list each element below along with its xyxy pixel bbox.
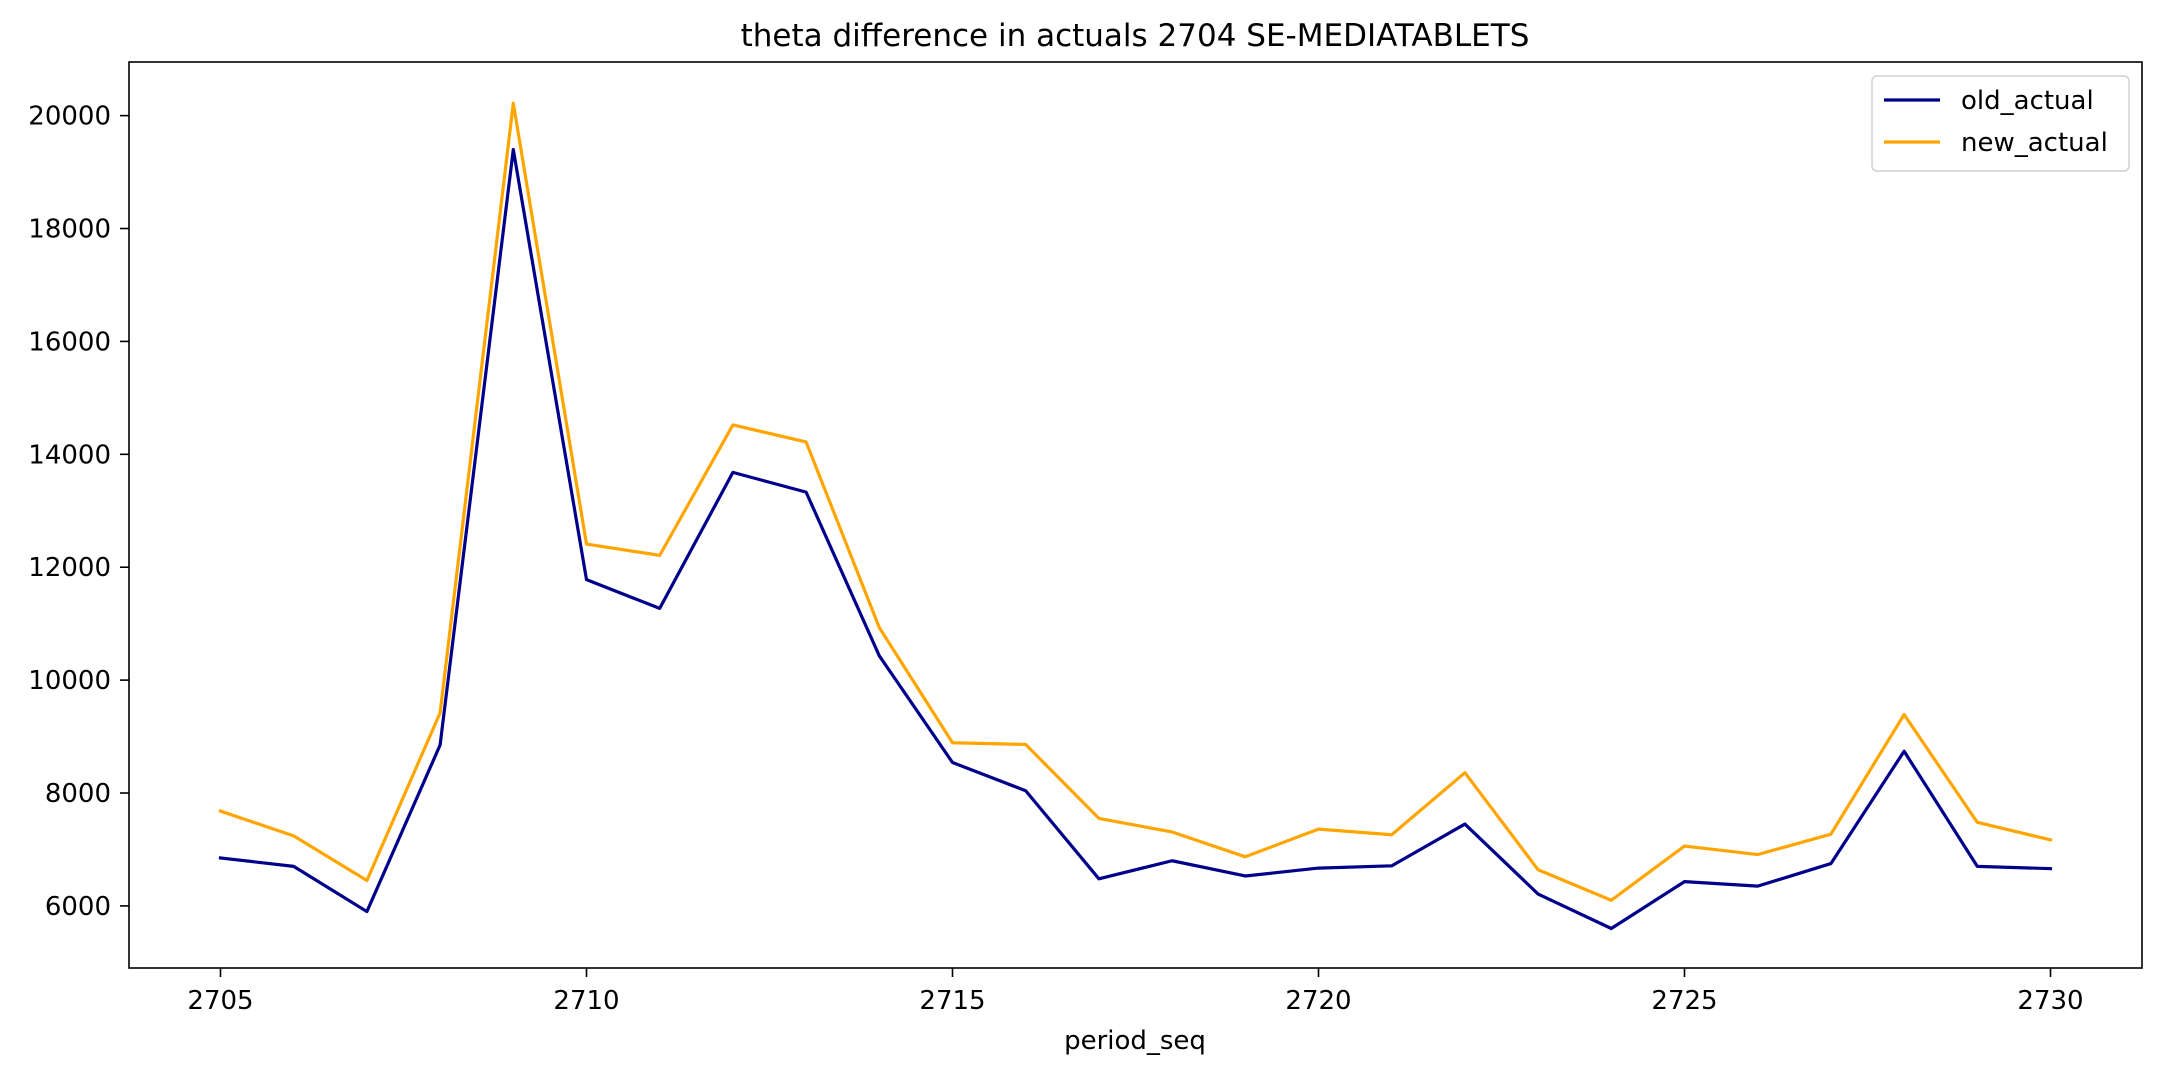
series-line-new-actual [218, 101, 2053, 902]
legend: old_actual new_actual [1871, 75, 2130, 172]
chart-title: theta difference in actuals 2704 SE-MEDI… [741, 18, 1530, 54]
y-tick-label: 18000 [28, 215, 111, 245]
y-tick-label: 10000 [28, 666, 111, 696]
legend-entries: old_actual new_actual [1884, 86, 2108, 158]
y-tick-label: 16000 [28, 327, 111, 357]
y-tick-label: 8000 [45, 779, 111, 809]
x-tick-label: 2710 [553, 986, 619, 1016]
y-tick-label: 20000 [28, 102, 111, 132]
y-tick-label: 12000 [28, 553, 111, 583]
x-axis: 2705 2710 2715 2720 2725 2730 [187, 968, 2084, 1016]
y-axis: 6000 8000 10000 12000 14000 16000 18000 20000 [28, 102, 129, 922]
plot-frame [128, 61, 2143, 969]
x-tick-label: 2720 [1285, 986, 1351, 1016]
series-line-old-actual [218, 147, 2053, 931]
x-tick-label: 2715 [919, 986, 985, 1016]
series-layer [218, 101, 2053, 931]
legend-label-old-actual: old_actual [1961, 86, 2094, 116]
x-tick-label: 2705 [187, 986, 253, 1016]
legend-label-new-actual: new_actual [1961, 128, 2108, 158]
x-tick-label: 2725 [1651, 986, 1717, 1016]
x-tick-label: 2730 [2017, 986, 2083, 1016]
y-tick-label: 14000 [28, 440, 111, 470]
y-tick-label: 6000 [45, 892, 111, 922]
x-axis-label: period_seq [1064, 1026, 1206, 1056]
